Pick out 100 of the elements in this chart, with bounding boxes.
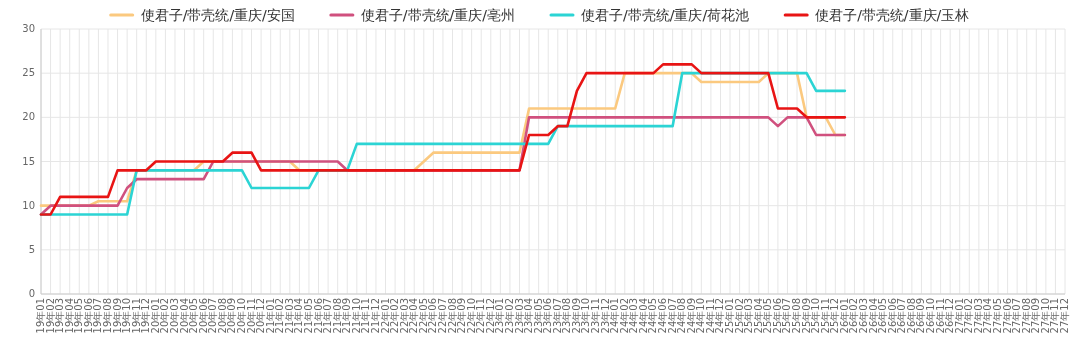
x-tick-label: 22年06 bbox=[427, 298, 439, 334]
x-tick-label: 21年11 bbox=[360, 298, 372, 334]
x-tick-label: 19年12 bbox=[140, 298, 152, 334]
x-tick-label: 22年09 bbox=[456, 298, 468, 334]
x-tick-label: 19年01 bbox=[35, 298, 46, 334]
legend-label: 使君子/带壳统/重庆/安国 bbox=[140, 7, 295, 23]
x-tick-label: 23年01 bbox=[494, 298, 506, 334]
x-tick-label: 26年10 bbox=[925, 298, 937, 334]
x-tick-label: 20年08 bbox=[216, 298, 228, 334]
x-tick-label: 19年11 bbox=[130, 298, 142, 334]
x-tick-label: 24年05 bbox=[647, 298, 659, 334]
x-tick-label: 19年05 bbox=[73, 298, 85, 334]
x-tick-label: 20年06 bbox=[197, 298, 209, 334]
x-tick-label: 20年02 bbox=[159, 298, 171, 334]
x-tick-label: 27年06 bbox=[1001, 298, 1013, 334]
x-tick-label: 24年09 bbox=[685, 298, 697, 334]
x-tick-label: 21年10 bbox=[350, 298, 362, 334]
x-tick-label: 27年02 bbox=[963, 298, 975, 334]
x-tick-label: 27年10 bbox=[1039, 298, 1051, 334]
legend-label: 使君子/带壳统/重庆/亳州 bbox=[360, 7, 515, 23]
x-tick-label: 23年04 bbox=[523, 298, 535, 334]
x-tick-label: 20年09 bbox=[226, 298, 238, 334]
x-tick-label: 25年05 bbox=[762, 298, 774, 334]
x-tick-label: 24年08 bbox=[676, 298, 688, 334]
x-tick-label: 19年02 bbox=[44, 298, 56, 334]
y-tick-label: 0 bbox=[28, 288, 35, 299]
x-tick-label: 19年10 bbox=[121, 298, 133, 334]
x-tick-label: 26年11 bbox=[934, 298, 946, 334]
x-tick-label: 23年12 bbox=[599, 298, 611, 334]
x-tick-label: 23年07 bbox=[551, 298, 563, 334]
x-tick-label: 27年04 bbox=[982, 298, 994, 334]
x-tick-label: 20年05 bbox=[188, 298, 200, 334]
x-tick-label: 20年03 bbox=[168, 298, 180, 334]
x-tick-label: 20年10 bbox=[235, 298, 247, 334]
x-tick-label: 24年07 bbox=[666, 298, 678, 334]
x-tick-label: 25年02 bbox=[733, 298, 745, 334]
x-tick-label: 27年03 bbox=[972, 298, 984, 334]
x-tick-label: 22年01 bbox=[379, 298, 391, 334]
x-tick-label: 26年05 bbox=[877, 298, 889, 334]
x-tick-label: 27年11 bbox=[1049, 298, 1061, 334]
x-tick-label: 21年01 bbox=[264, 298, 276, 334]
x-tick-label: 24年10 bbox=[695, 298, 707, 334]
x-tick-label: 21年06 bbox=[312, 298, 324, 334]
x-tick-label: 24年12 bbox=[714, 298, 726, 334]
x-tick-label: 24年03 bbox=[628, 298, 640, 334]
x-tick-label: 25年01 bbox=[724, 298, 736, 334]
x-tick-label: 27年12 bbox=[1059, 298, 1070, 334]
y-tick-label: 25 bbox=[22, 67, 35, 79]
x-tick-label: 19年04 bbox=[63, 298, 75, 334]
x-tick-label: 21年05 bbox=[302, 298, 314, 334]
x-tick-label: 23年05 bbox=[532, 298, 544, 334]
x-tick-label: 20年12 bbox=[255, 298, 267, 334]
x-tick-label: 19年07 bbox=[92, 298, 104, 334]
y-tick-label: 30 bbox=[22, 23, 35, 34]
x-tick-label: 27年07 bbox=[1011, 298, 1023, 334]
x-tick-label: 27年01 bbox=[953, 298, 965, 334]
x-tick-label: 22年11 bbox=[475, 298, 487, 334]
x-tick-label: 19年03 bbox=[54, 298, 66, 334]
x-tick-label: 23年10 bbox=[580, 298, 592, 334]
x-tick-label: 25年04 bbox=[752, 298, 764, 334]
x-tick-label: 20年07 bbox=[207, 298, 219, 334]
x-tick-label: 23年11 bbox=[590, 298, 602, 334]
y-tick-label: 5 bbox=[28, 243, 35, 255]
x-tick-label: 22年07 bbox=[436, 298, 448, 334]
x-tick-label: 23年08 bbox=[561, 298, 573, 334]
legend-label: 使君子/带壳统/重庆/荷花池 bbox=[581, 7, 750, 23]
x-tick-label: 25年09 bbox=[800, 298, 812, 334]
x-tick-label: 20年04 bbox=[178, 298, 190, 334]
x-tick-label: 24年06 bbox=[657, 298, 669, 334]
y-tick-label: 20 bbox=[22, 111, 35, 123]
legend-label: 使君子/带壳统/重庆/玉林 bbox=[815, 7, 970, 23]
x-tick-label: 25年12 bbox=[829, 298, 841, 334]
x-tick-label: 27年09 bbox=[1030, 298, 1042, 334]
x-tick-label: 23年02 bbox=[503, 298, 515, 334]
x-tick-label: 25年07 bbox=[781, 298, 793, 334]
x-tick-label: 23年06 bbox=[542, 298, 554, 334]
x-tick-label: 25年06 bbox=[771, 298, 783, 334]
y-tick-label: 15 bbox=[22, 155, 35, 167]
x-tick-label: 25年11 bbox=[819, 298, 831, 334]
x-tick-label: 26年07 bbox=[896, 298, 908, 334]
x-tick-label: 26年08 bbox=[905, 298, 917, 334]
x-tick-label: 24年04 bbox=[637, 298, 649, 334]
x-tick-label: 21年03 bbox=[283, 298, 295, 334]
x-tick-label: 26年03 bbox=[858, 298, 870, 334]
x-tick-label: 21年07 bbox=[322, 298, 334, 334]
x-tick-label: 26年09 bbox=[915, 298, 927, 334]
x-tick-label: 20年11 bbox=[245, 298, 257, 334]
x-tick-label: 24年02 bbox=[618, 298, 630, 334]
x-tick-label: 24年01 bbox=[609, 298, 621, 334]
y-tick-label: 10 bbox=[22, 199, 35, 211]
x-tick-label: 27年08 bbox=[1020, 298, 1032, 334]
x-tick-label: 21年02 bbox=[274, 298, 286, 334]
x-tick-label: 22年03 bbox=[398, 298, 410, 334]
x-tick-label: 22年10 bbox=[465, 298, 477, 334]
x-tick-label: 19年06 bbox=[82, 298, 94, 334]
x-tick-label: 19年09 bbox=[111, 298, 123, 334]
x-tick-label: 19年08 bbox=[101, 298, 113, 334]
x-tick-label: 22年02 bbox=[389, 298, 401, 334]
x-tick-label: 25年03 bbox=[743, 298, 755, 334]
x-tick-label: 24年11 bbox=[704, 298, 716, 334]
